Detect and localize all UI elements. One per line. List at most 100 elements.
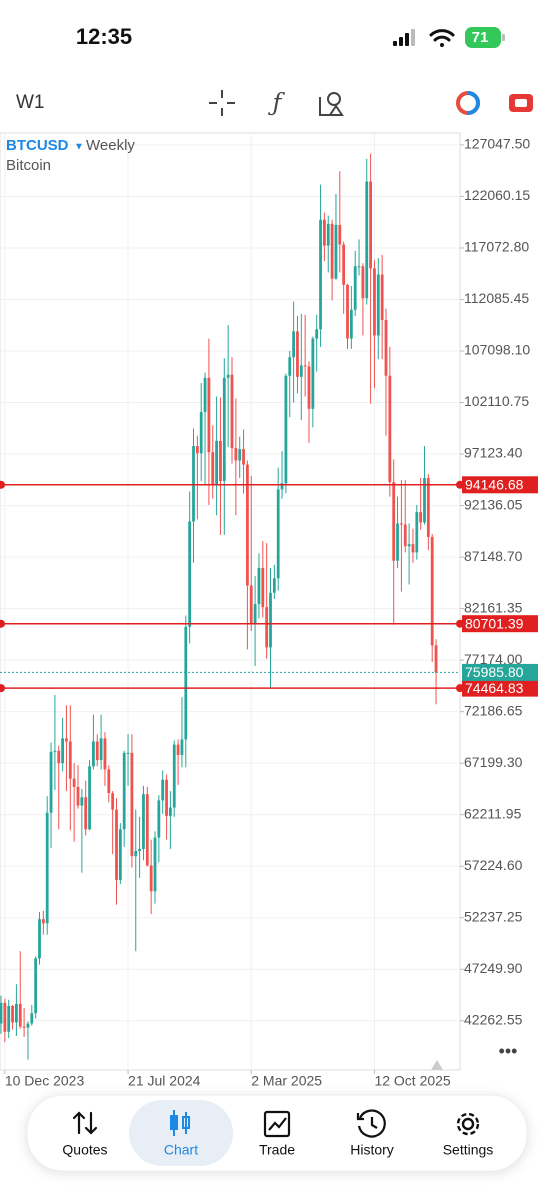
candle-body [122, 752, 126, 830]
candle-body [319, 219, 322, 330]
candle-body [99, 738, 103, 761]
x-tick-label: 12 Oct 2025 [374, 1073, 450, 1089]
candle-body [34, 958, 38, 1014]
price-line-label-box [462, 679, 538, 697]
price-line-handle[interactable] [0, 684, 5, 693]
more-button[interactable]: ••• [499, 1041, 518, 1061]
candle-body [18, 1003, 22, 1027]
nav-label[interactable]: Settings [443, 1142, 494, 1158]
candle-body [434, 645, 438, 673]
candle-body [365, 181, 369, 299]
symbol[interactable]: BTCUSD [6, 137, 69, 154]
candle-body [334, 224, 338, 279]
candle-body [138, 848, 142, 851]
candle-body [215, 440, 219, 485]
y-tick-label: 107098.10 [464, 342, 530, 358]
candle-body [199, 411, 203, 454]
candle-body [84, 797, 88, 830]
price-line-label: 94146.68 [465, 476, 524, 492]
candle-body [369, 181, 373, 269]
candle-body [392, 482, 396, 561]
candle-body [65, 738, 68, 742]
indicators-button[interactable]: ƒ [268, 89, 286, 117]
nav-label[interactable]: Chart [164, 1142, 198, 1158]
price-line-label-box [462, 476, 538, 494]
y-tick-label: 102110.75 [464, 393, 529, 409]
trade-icon[interactable] [263, 1110, 291, 1138]
candle-body [311, 338, 315, 409]
candle-body [184, 626, 188, 740]
nav: Quotes Chart Trade History Settings [62, 1100, 493, 1166]
candle-body [230, 374, 234, 449]
candle-body [403, 524, 407, 547]
candle-body [396, 523, 399, 561]
y-tick-label: 52237.25 [464, 908, 523, 924]
clock: 12:35 [76, 24, 132, 49]
nav-label[interactable]: History [350, 1142, 394, 1158]
candle-body [376, 274, 380, 336]
candle-body [388, 375, 392, 483]
price-line-label: 80701.39 [465, 615, 524, 631]
y-tick-label: 87148.70 [464, 548, 523, 564]
one-click-button[interactable] [509, 94, 533, 112]
candle-body [169, 807, 172, 816]
period: Weekly [86, 137, 135, 154]
battery-tip [502, 34, 505, 41]
history-icon[interactable] [356, 1109, 386, 1138]
candle-body [272, 578, 276, 593]
chart-icon[interactable] [170, 1110, 190, 1136]
candle-body [118, 829, 122, 880]
candle-body [45, 812, 49, 924]
candle-body [7, 1005, 11, 1032]
chart [0, 133, 464, 1074]
candle-body [411, 544, 415, 553]
objects-button[interactable] [319, 92, 344, 116]
timeframe[interactable]: W1 [16, 92, 45, 113]
nav-label[interactable]: Trade [259, 1142, 295, 1158]
y-tick-label: 42262.55 [464, 1012, 523, 1028]
y-tick-label: 67199.30 [464, 754, 523, 770]
crosshair-button[interactable] [209, 90, 235, 116]
signal-icon [393, 29, 415, 46]
candle-body [380, 274, 384, 320]
candle-body [57, 750, 61, 764]
candle-body [349, 309, 353, 339]
price-line-handle[interactable] [0, 480, 5, 489]
candle-body [38, 919, 41, 959]
y-tick-label: 57224.60 [464, 857, 523, 873]
candle-body [246, 464, 249, 586]
candle-body [315, 329, 319, 339]
candle-body [323, 219, 326, 246]
nav-label[interactable]: Quotes [62, 1142, 107, 1158]
candle-body [76, 786, 80, 806]
candle-body [22, 1026, 26, 1028]
symbol-dropdown[interactable]: ▼ [74, 142, 84, 153]
y-tick-label: 117072.80 [464, 239, 529, 255]
candle-body [0, 1002, 3, 1024]
wifi-icon [429, 29, 455, 47]
candle-body [203, 377, 207, 412]
nav-bar [26, 1094, 528, 1172]
y-tick-label: 127047.50 [464, 136, 530, 152]
last-price-label: 75985.80 [465, 664, 524, 680]
candle-body [88, 766, 91, 830]
candle-body [145, 794, 149, 866]
price-line-handle[interactable] [0, 619, 5, 628]
candle-body [72, 778, 76, 787]
settings-icon[interactable] [456, 1112, 480, 1136]
scroll-end[interactable] [431, 1060, 443, 1070]
candle-body [149, 865, 153, 892]
candle-body [188, 521, 192, 627]
candle-body [342, 244, 346, 285]
trade-circle-button[interactable] [456, 91, 480, 115]
candle-body [426, 478, 430, 537]
candle-body [249, 585, 253, 624]
quotes-icon[interactable] [72, 1111, 98, 1135]
candle-body [130, 752, 134, 857]
candle-body [292, 331, 296, 358]
candle-body [284, 375, 288, 484]
candle-body [95, 741, 99, 761]
candle-body [207, 377, 211, 453]
candle-body [269, 592, 272, 648]
y-tick-label: 47249.90 [464, 960, 523, 976]
